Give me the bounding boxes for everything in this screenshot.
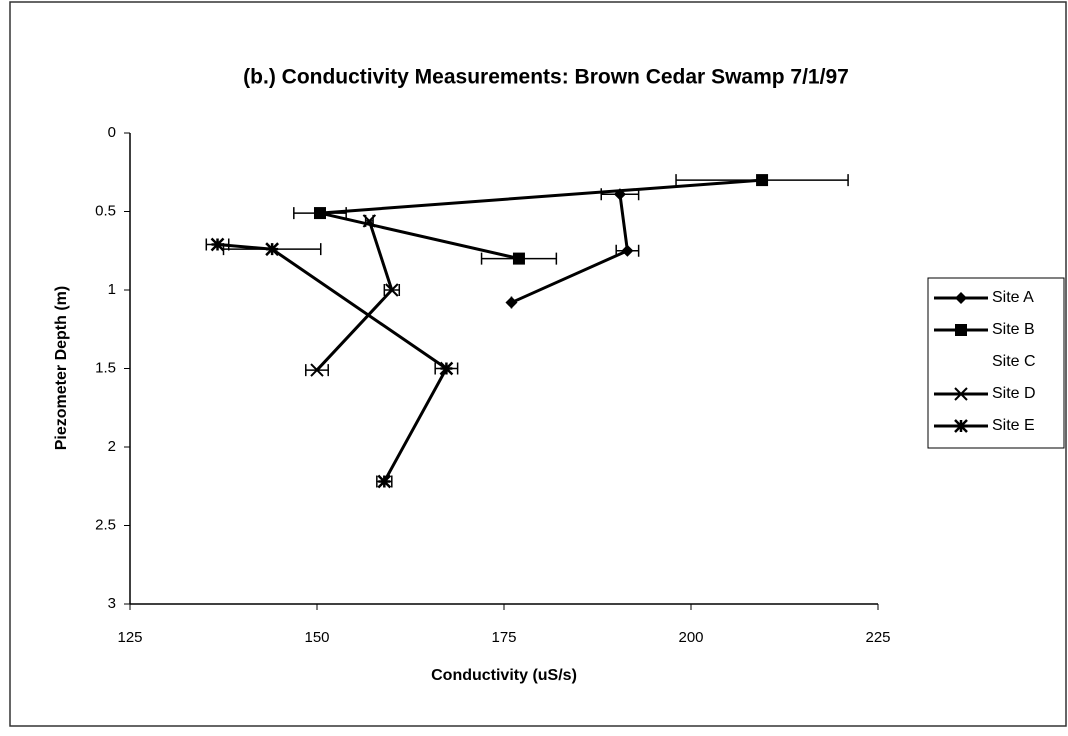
marker <box>505 296 518 309</box>
legend-marker <box>954 419 968 433</box>
legend-label: Site A <box>992 289 1034 306</box>
marker <box>621 244 634 257</box>
x-tick-label: 125 <box>117 629 142 646</box>
y-tick-label: 3 <box>108 595 116 612</box>
legend-label: Site B <box>992 321 1035 338</box>
marker <box>756 174 769 187</box>
chart-title: (b.) Conductivity Measurements: Brown Ce… <box>243 66 849 89</box>
series-line <box>319 178 763 261</box>
y-axis-label: Piezometer Depth (m) <box>53 286 70 450</box>
legend-marker <box>955 292 967 304</box>
marker <box>385 283 399 297</box>
y-tick-label: 1.5 <box>95 359 116 376</box>
marker <box>439 361 454 376</box>
marker <box>310 363 324 377</box>
y-tick-label: 0 <box>108 124 116 141</box>
legend-box <box>927 277 1065 449</box>
legend-label: Site E <box>992 417 1035 434</box>
x-tick-label: 200 <box>678 629 703 646</box>
x-tick-label: 225 <box>865 629 890 646</box>
frame <box>9 1 1067 727</box>
x-tick-label: 175 <box>491 629 516 646</box>
marker <box>265 242 280 257</box>
y-tick-label: 0.5 <box>95 202 116 219</box>
legend-marker <box>955 324 967 336</box>
legend-label: Site D <box>992 385 1036 402</box>
series-line <box>217 242 449 483</box>
legend-label: Site C <box>992 353 1036 370</box>
y-tick-label: 1 <box>108 281 116 298</box>
y-tick-label: 2.5 <box>95 516 116 533</box>
legend-marker <box>954 387 968 401</box>
y-tick-label: 2 <box>108 438 116 455</box>
marker <box>512 252 525 265</box>
series-line <box>510 194 630 304</box>
marker <box>377 474 392 489</box>
series-line <box>315 220 394 372</box>
x-axis-label: Conductivity (uS/s) <box>431 667 577 684</box>
marker <box>362 214 377 228</box>
marker <box>210 237 225 252</box>
x-tick-label: 150 <box>304 629 329 646</box>
marker <box>313 207 326 220</box>
